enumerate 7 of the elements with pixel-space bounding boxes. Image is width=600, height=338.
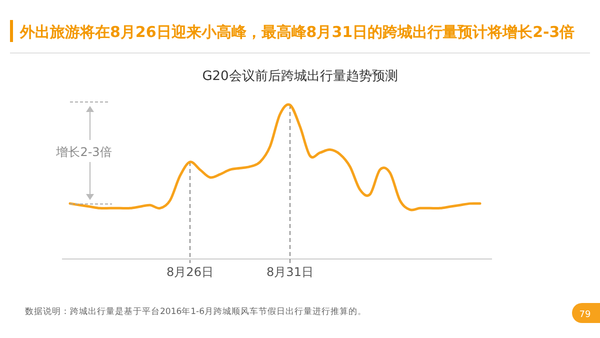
x-tick-label: 8月26日 — [166, 265, 214, 279]
x-tick-label: 8月31日 — [266, 265, 314, 279]
annotation: 增长2-3倍 — [55, 145, 112, 159]
text: 79 — [579, 310, 591, 320]
text: 数据说明：跨城出行量是基于平台2016年1-6月跨城顺风车节假日出行量进行推算的。 — [25, 306, 367, 317]
chart-subtitle: G20会议前后跨城出行量趋势预测 — [202, 69, 398, 84]
chart-title: 外出旅游将在8月26日迎来小高峰，最高峰8月31日的跨城出行量预计将增长2-3倍 — [19, 23, 575, 41]
